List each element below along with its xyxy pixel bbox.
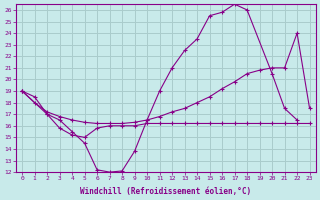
X-axis label: Windchill (Refroidissement éolien,°C): Windchill (Refroidissement éolien,°C) [80, 187, 252, 196]
